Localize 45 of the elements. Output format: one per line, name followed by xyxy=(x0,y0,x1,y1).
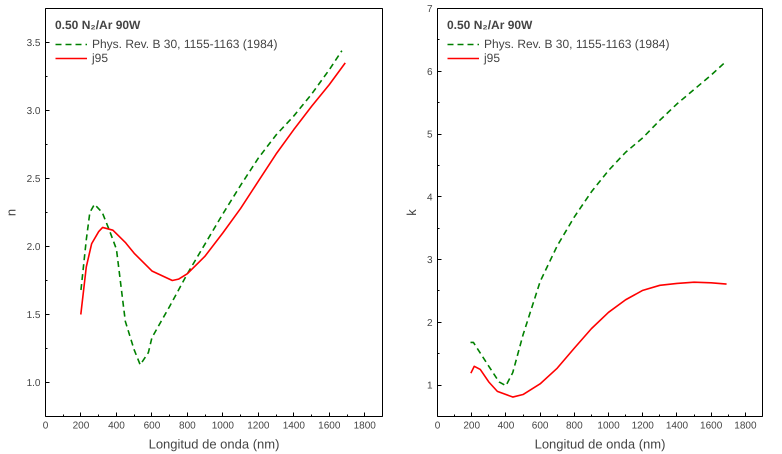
y-tick-label: 3 xyxy=(426,255,433,266)
x-tick-label: 1400 xyxy=(282,420,306,432)
y-tick-label: 2 xyxy=(426,318,433,329)
line-series xyxy=(470,281,728,398)
x-tick-label: 400 xyxy=(108,420,126,432)
y-tick-label: 6 xyxy=(426,66,433,78)
y-tick-label: 4 xyxy=(426,192,433,204)
legend-label: Phys. Rev. B 30, 1155-1163 (1984) xyxy=(484,37,670,51)
x-tick-label: 600 xyxy=(532,420,549,432)
x-tick-label: 600 xyxy=(144,420,161,432)
y-tick-label: 2.0 xyxy=(26,242,41,253)
x-tick-label: 0 xyxy=(434,420,441,432)
x-tick-label: 1000 xyxy=(597,420,620,432)
x-tick-label: 1200 xyxy=(247,420,270,432)
y-axis-title: k xyxy=(404,208,419,216)
x-tick-label: 200 xyxy=(463,420,480,432)
y-tick-label: 2.5 xyxy=(26,174,41,185)
y-tick-label: 3.5 xyxy=(26,38,41,49)
y-tick-label: 1.5 xyxy=(26,310,41,321)
y-tick-label: 1 xyxy=(426,380,433,392)
y-tick-label: 5 xyxy=(426,130,433,141)
x-axis-title: Longitud de onda (nm) xyxy=(148,436,280,452)
x-tick-label: 1400 xyxy=(666,420,689,432)
x-tick-label: 1600 xyxy=(318,420,341,432)
x-axis-title: Longitud de onda (nm) xyxy=(534,436,666,452)
x-tick-label: 1800 xyxy=(354,420,376,432)
y-tick-label: 7 xyxy=(426,4,433,15)
x-tick-label: 400 xyxy=(498,420,515,432)
x-tick-label: 0 xyxy=(42,420,49,432)
legend-title: 0.50 N₂/Ar 90W xyxy=(447,18,534,32)
x-tick-label: 200 xyxy=(72,420,90,432)
legend-title: 0.50 N₂/Ar 90W xyxy=(55,18,142,32)
y-tick-label: 1.0 xyxy=(26,378,41,389)
line-series xyxy=(80,50,343,366)
x-tick-label: 800 xyxy=(566,420,584,432)
y-axis-title: n xyxy=(4,208,19,216)
y-tick-label: 3.0 xyxy=(26,106,41,117)
legend-label: j95 xyxy=(92,51,110,65)
legend-label: j95 xyxy=(484,51,502,65)
x-tick-label: 1600 xyxy=(700,420,723,432)
x-tick-label: 1800 xyxy=(734,420,757,432)
x-tick-label: 1200 xyxy=(632,420,654,432)
legend-label: Phys. Rev. B 30, 1155-1163 (1984) xyxy=(92,37,278,51)
x-tick-label: 1000 xyxy=(212,420,234,432)
x-tick-label: 800 xyxy=(179,420,196,432)
